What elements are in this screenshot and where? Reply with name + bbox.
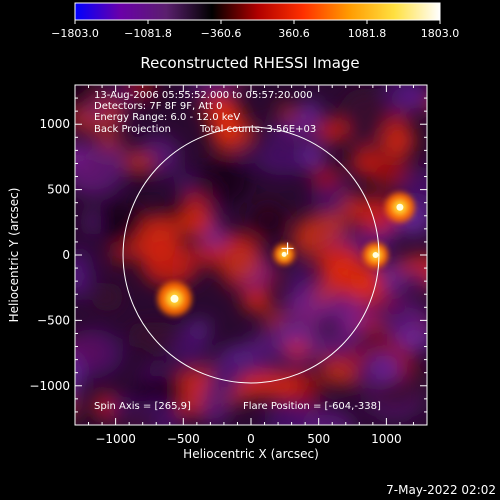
annotation-method: Back Projection xyxy=(94,124,171,135)
y-tick-labels: 1000 500 0 −500 −1000 xyxy=(29,117,70,393)
y-axis-label: Heliocentric Y (arcsec) xyxy=(7,188,21,323)
colorbar-tick-labels: −1803.0 −1081.8 −360.6 360.6 1081.8 1803.0 xyxy=(51,27,459,40)
colorbar-tick-label: −1081.8 xyxy=(124,27,172,40)
annotation-flare-position: Flare Position = [-604,-338] xyxy=(243,401,381,412)
bright-source xyxy=(362,242,389,268)
colorbar-tick-label: −360.6 xyxy=(201,27,242,40)
annotation-energy-range: Energy Range: 6.0 - 12.0 keV xyxy=(94,112,240,123)
colorbar-ticks xyxy=(74,20,441,24)
annotation-spin-axis: Spin Axis = [265,9] xyxy=(94,401,191,412)
x-axis-label: Heliocentric X (arcsec) xyxy=(183,447,319,461)
colorbar-tick-label: 360.6 xyxy=(278,27,310,40)
annotation-time-range: 13-Aug-2006 05:55:52.000 to 05:57:20.000 xyxy=(94,90,313,101)
colorbar-tick-label: 1803.0 xyxy=(421,27,460,40)
y-tick-label: 500 xyxy=(47,183,70,197)
heatmap-plot-area xyxy=(75,85,427,425)
bright-source xyxy=(157,281,192,316)
annotation-block: 13-Aug-2006 05:55:52.000 to 05:57:20.000… xyxy=(94,90,381,412)
x-tick-label: 0 xyxy=(247,432,255,446)
footer-date: 7-May-2022 02:02 xyxy=(386,483,496,497)
bright-source xyxy=(385,192,415,223)
annotation-detectors: Detectors: 7F 8F 9F, Att 0 xyxy=(94,101,222,112)
annotation-total-counts: Total counts: 3.56E+03 xyxy=(199,124,316,135)
x-tick-labels: −1000 −500 0 500 1000 xyxy=(95,432,401,446)
colorbar-tick-label: 1081.8 xyxy=(348,27,387,40)
colorbar xyxy=(74,2,441,21)
x-tick-label: 1000 xyxy=(371,432,402,446)
chart-title: Reconstructed RHESSI Image xyxy=(140,54,359,72)
y-tick-label: −500 xyxy=(37,313,70,327)
y-tick-label: 0 xyxy=(62,248,70,262)
y-tick-label: 1000 xyxy=(39,117,70,131)
y-tick-label: −1000 xyxy=(29,379,70,393)
bright-source xyxy=(273,243,295,265)
x-tick-label: −500 xyxy=(167,432,200,446)
x-tick-label: 500 xyxy=(307,432,330,446)
colorbar-tick-label: −1803.0 xyxy=(51,27,99,40)
x-tick-label: −1000 xyxy=(95,432,136,446)
axis-ticks xyxy=(75,85,427,425)
solar-limb-circle xyxy=(122,126,380,384)
flare-position-marker xyxy=(281,242,294,255)
